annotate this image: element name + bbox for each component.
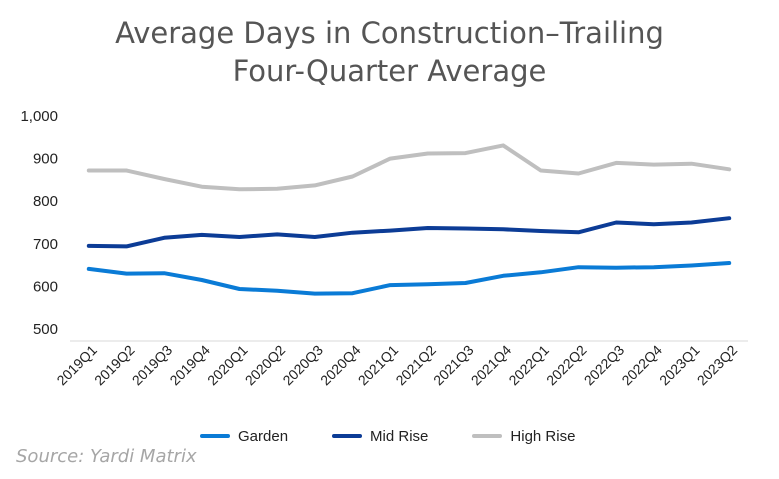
- x-tick-label: 2019Q2: [91, 342, 138, 389]
- x-tick-label: 2020Q1: [204, 342, 251, 389]
- y-tick-label: 900: [33, 151, 58, 168]
- legend-swatch-mid-rise: [332, 434, 363, 438]
- x-tick-label: 2020Q2: [242, 342, 289, 389]
- x-tick-label: 2021Q4: [468, 342, 515, 389]
- chart-title: Average Days in Construction–Trailing Fo…: [0, 14, 779, 90]
- x-tick-label: 2022Q2: [543, 342, 590, 389]
- x-tick-label: 2022Q3: [581, 342, 628, 389]
- legend-label-high-rise: High Rise: [510, 427, 576, 445]
- x-tick-label: 2020Q3: [279, 342, 326, 389]
- legend-item-garden: Garden: [200, 428, 288, 445]
- x-tick-label: 2021Q1: [355, 342, 402, 389]
- x-tick-label: 2022Q1: [505, 342, 552, 389]
- y-tick-label: 600: [33, 278, 58, 295]
- x-tick-label: 2021Q2: [392, 342, 439, 389]
- chart-title-line-1: Average Days in Construction–Trailing: [115, 16, 664, 50]
- legend-item-high-rise: High Rise: [472, 428, 575, 445]
- x-tick-label: 2019Q3: [129, 342, 176, 389]
- x-tick-label: 2023Q1: [656, 342, 703, 389]
- chart-title-line-2: Four-Quarter Average: [232, 54, 547, 88]
- x-tick-label: 2022Q4: [618, 342, 665, 389]
- chart-legend: Garden Mid Rise High Rise: [200, 424, 619, 448]
- series-line-mid-rise: [86, 216, 732, 249]
- legend-label-garden: Garden: [238, 427, 289, 445]
- x-tick-label: 2021Q3: [430, 342, 477, 389]
- series-line-high-rise: [86, 143, 732, 192]
- series-line-garden: [86, 261, 732, 296]
- y-tick-label: 1,000: [20, 108, 58, 125]
- y-tick-label: 500: [33, 321, 58, 338]
- legend-label-mid-rise: Mid Rise: [370, 427, 429, 445]
- source-note: Source: Yardi Matrix: [16, 446, 197, 467]
- legend-swatch-high-rise: [472, 434, 503, 438]
- legend-swatch-garden: [200, 434, 230, 438]
- y-tick-label: 700: [33, 236, 58, 253]
- x-tick-label: 2019Q1: [53, 342, 100, 389]
- x-tick-label: 2019Q4: [166, 342, 213, 389]
- x-tick-label: 2020Q4: [317, 342, 364, 389]
- y-tick-label: 800: [33, 193, 58, 210]
- x-tick-label: 2023Q2: [694, 342, 741, 389]
- legend-item-mid-rise: Mid Rise: [332, 428, 428, 445]
